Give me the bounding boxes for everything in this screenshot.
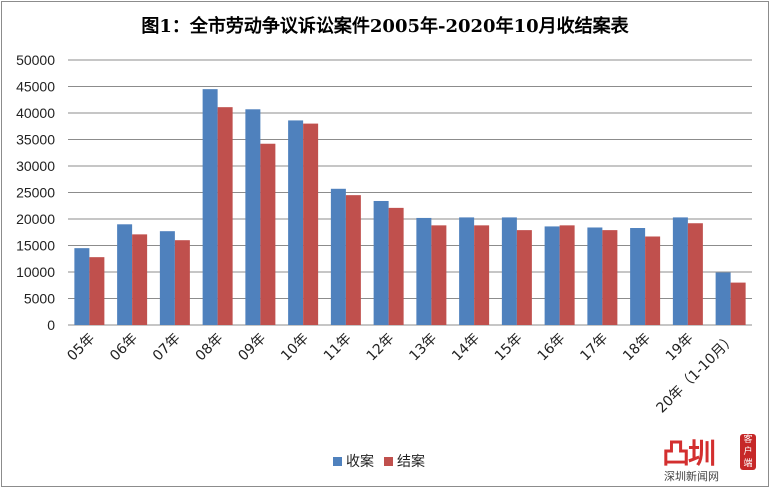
y-tick-label: 25000 bbox=[16, 185, 55, 201]
legend: 收案 结案 bbox=[333, 451, 425, 471]
bar-closed bbox=[260, 143, 276, 325]
bar-received bbox=[715, 272, 731, 325]
bar-closed bbox=[602, 230, 618, 325]
x-tick-label: 16年 bbox=[535, 331, 569, 365]
x-tick-label: 19年 bbox=[663, 331, 697, 365]
x-tick-label: 18年 bbox=[620, 331, 654, 365]
x-tick-label: 11年 bbox=[321, 331, 355, 365]
legend-label: 结案 bbox=[397, 454, 425, 470]
x-tick-label: 13年 bbox=[406, 331, 440, 365]
y-tick-label: 5000 bbox=[24, 291, 55, 307]
x-tick-label: 14年 bbox=[449, 331, 483, 365]
y-tick-label: 40000 bbox=[16, 105, 55, 121]
y-tick-label: 10000 bbox=[16, 264, 55, 280]
bar-received bbox=[416, 217, 432, 325]
bar-closed bbox=[687, 223, 703, 325]
bar-closed bbox=[516, 230, 532, 325]
x-tick-label: 06年 bbox=[107, 331, 141, 365]
bar-closed bbox=[730, 282, 746, 325]
bar-closed bbox=[345, 195, 361, 325]
y-tick-label: 30000 bbox=[16, 158, 55, 174]
bar-closed bbox=[217, 107, 233, 325]
x-tick-label: 07年 bbox=[150, 331, 184, 365]
bar-received bbox=[501, 217, 517, 325]
x-tick-label: 10年 bbox=[278, 331, 312, 365]
bar-received bbox=[587, 227, 603, 325]
bar-closed bbox=[559, 225, 575, 325]
bar-closed bbox=[303, 123, 319, 325]
legend-label: 收案 bbox=[346, 454, 374, 470]
x-tick-label: 05年 bbox=[64, 331, 98, 365]
legend-swatch bbox=[384, 456, 393, 466]
watermark-logo: 凸圳 客户端 深圳新闻网 bbox=[662, 432, 762, 483]
bar-received bbox=[373, 200, 389, 325]
bar-closed bbox=[132, 234, 148, 325]
bar-closed bbox=[474, 225, 490, 325]
bar-received bbox=[630, 228, 646, 325]
bar-received bbox=[117, 224, 133, 325]
legend-item-received: 收案 bbox=[333, 451, 374, 471]
x-tick-label: 09年 bbox=[235, 331, 269, 365]
bar-closed bbox=[388, 207, 404, 325]
bar-received bbox=[159, 231, 175, 325]
bar-received bbox=[330, 188, 346, 325]
y-tick-label: 35000 bbox=[16, 132, 55, 148]
x-tick-label: 08年 bbox=[193, 331, 227, 365]
y-tick-label: 15000 bbox=[16, 238, 55, 254]
x-tick-label: 20年（1-10月） bbox=[653, 331, 739, 417]
bar-closed bbox=[645, 236, 661, 325]
bar-received bbox=[672, 217, 688, 325]
bar-received bbox=[245, 109, 261, 325]
bar-closed bbox=[174, 240, 190, 325]
y-tick-label: 50000 bbox=[16, 52, 55, 68]
bar-received bbox=[544, 226, 560, 325]
y-tick-label: 20000 bbox=[16, 211, 55, 227]
legend-swatch bbox=[333, 456, 342, 466]
bar-closed bbox=[431, 225, 447, 325]
y-tick-label: 0 bbox=[47, 317, 55, 333]
bar-received bbox=[288, 120, 304, 325]
x-tick-label: 17年 bbox=[577, 331, 611, 365]
bar-received bbox=[74, 248, 90, 325]
y-tick-label: 45000 bbox=[16, 79, 55, 95]
x-tick-label: 15年 bbox=[492, 331, 526, 365]
legend-item-closed: 结案 bbox=[384, 451, 425, 471]
bar-received bbox=[459, 217, 475, 325]
x-tick-label: 12年 bbox=[364, 331, 398, 365]
chart-title: 图1：全市劳动争议诉讼案件2005年-2020年10月收结案表 bbox=[141, 16, 629, 37]
bar-received bbox=[202, 89, 218, 326]
bar-closed bbox=[89, 257, 105, 325]
